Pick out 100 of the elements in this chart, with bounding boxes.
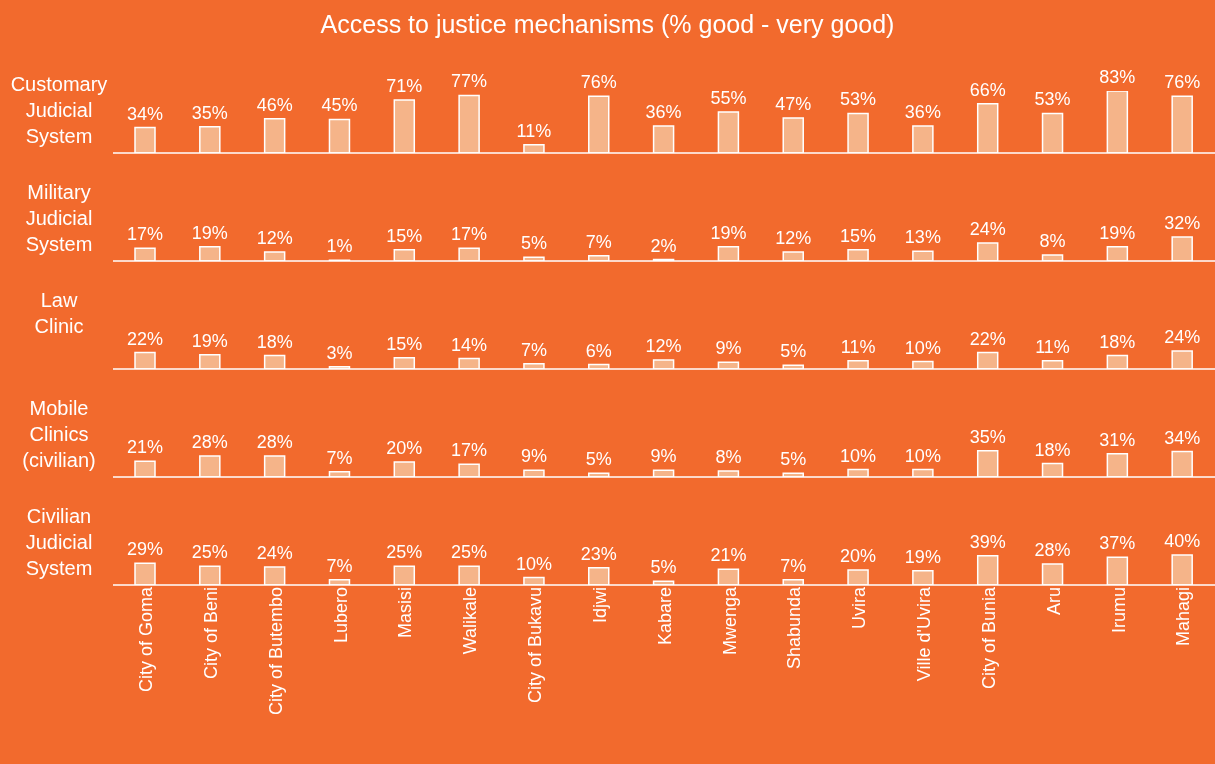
data-label: 25% [451,542,488,563]
data-label: 12% [256,228,293,249]
data-label: 37% [1099,533,1136,554]
data-label: 23% [580,543,617,564]
data-label: 7% [585,231,612,252]
data-label: 28% [191,432,228,453]
data-label: 19% [191,222,228,243]
data-label: 9% [650,446,677,467]
data-label: 11% [840,336,876,357]
y-axis-title: Customary Judicial System [10,72,108,149]
data-label: 10% [515,553,552,574]
data-label: 5% [780,341,807,362]
data-label: 15% [386,225,423,246]
x-tick-label: Idjwi [589,587,610,624]
data-label: 10% [840,445,877,466]
x-tick-label: Shabunda [784,586,805,670]
x-tick-label: City of Goma [136,586,157,693]
x-tick-label: Masisi [395,587,416,639]
data-label: 22% [969,328,1006,349]
data-label: 13% [904,227,941,248]
x-tick-label: Walikale [460,587,481,655]
data-label: 24% [256,543,293,564]
data-label: 35% [191,102,228,123]
data-label: 22% [126,328,164,349]
data-label: 28% [256,432,293,453]
data-label: 5% [650,557,677,578]
data-label: 7% [326,555,353,576]
data-label: 7% [326,447,353,468]
data-label: 24% [969,219,1006,240]
data-label: 21% [710,545,747,566]
data-label: 40% [1164,531,1201,552]
data-label: 10% [904,337,941,358]
data-label: 25% [386,542,423,563]
data-label: 76% [1164,72,1201,93]
data-label: 39% [969,531,1006,552]
y-axis-title: Mobile Clinics (civilian) [22,396,96,473]
data-label: 12% [775,228,812,249]
data-label: 5% [520,233,547,254]
data-label: 36% [904,102,941,123]
y-axis-title: Civilian Judicial System [25,504,93,581]
data-label: 7% [780,555,807,576]
data-label: 29% [126,539,164,560]
data-label: 17% [451,224,488,245]
data-label: 35% [969,426,1006,447]
y-axis-title: Military Judicial System [25,180,93,257]
x-tick-label: City of Butembo [265,587,286,716]
data-label: 11% [1035,336,1070,357]
data-label: 47% [775,93,812,114]
data-label: 18% [256,331,293,352]
data-label: 34% [126,103,164,124]
data-label: 32% [1164,213,1201,234]
chart-title: Access to justice mechanisms (% good - very good) [319,10,896,39]
data-label: 34% [1164,427,1201,448]
data-label: 14% [451,334,488,355]
data-label: 55% [710,87,747,108]
data-label: 25% [191,542,228,563]
data-label: 6% [585,340,612,361]
data-label: 9% [520,446,547,467]
data-label: 18% [1034,439,1071,460]
data-label: 53% [840,89,877,110]
data-label: 8% [715,447,742,468]
data-label: 31% [1099,429,1136,450]
x-tick-label: City of Bukavu [525,587,546,704]
data-label: 46% [256,94,293,115]
x-tick-label: Lubero [330,587,351,644]
data-label: 71% [386,75,423,96]
x-tick-label: Kabare [654,587,675,646]
x-tick-label: Aru [1043,587,1064,616]
data-label: 9% [715,338,742,359]
data-label: 11% [516,120,552,141]
data-label: 12% [645,336,682,357]
y-axis-title: Law Clinic [34,288,84,339]
data-label: 18% [1099,331,1136,352]
data-label: 5% [780,449,807,470]
data-label: 45% [321,95,358,116]
data-label: 66% [969,79,1006,100]
x-tick-label: Mahagi [1173,587,1194,647]
data-label: 17% [126,224,164,245]
data-label: 36% [645,102,682,123]
data-label: 7% [520,339,547,360]
data-label: 8% [1039,231,1066,252]
x-tick-label: City of Bunia [978,586,999,690]
data-label: 24% [1164,327,1201,348]
data-label: 3% [326,342,353,363]
data-label: 20% [840,546,877,567]
data-label: 2% [650,235,677,256]
data-label: 15% [840,225,877,246]
data-label: 19% [1099,222,1136,243]
data-label: 20% [386,438,423,459]
data-label: 83% [1099,67,1136,87]
data-label: 5% [585,449,612,470]
data-label: 17% [451,440,488,461]
data-label: 10% [904,445,941,466]
data-label: 19% [904,546,941,567]
data-label: 15% [386,333,423,354]
data-label: 28% [1034,540,1071,561]
data-label: 1% [326,236,353,257]
x-tick-label: Irumu [1108,587,1129,634]
x-tick-label: City of Beni [201,587,222,680]
x-tick-label: Ville d'Uvira [914,586,935,682]
